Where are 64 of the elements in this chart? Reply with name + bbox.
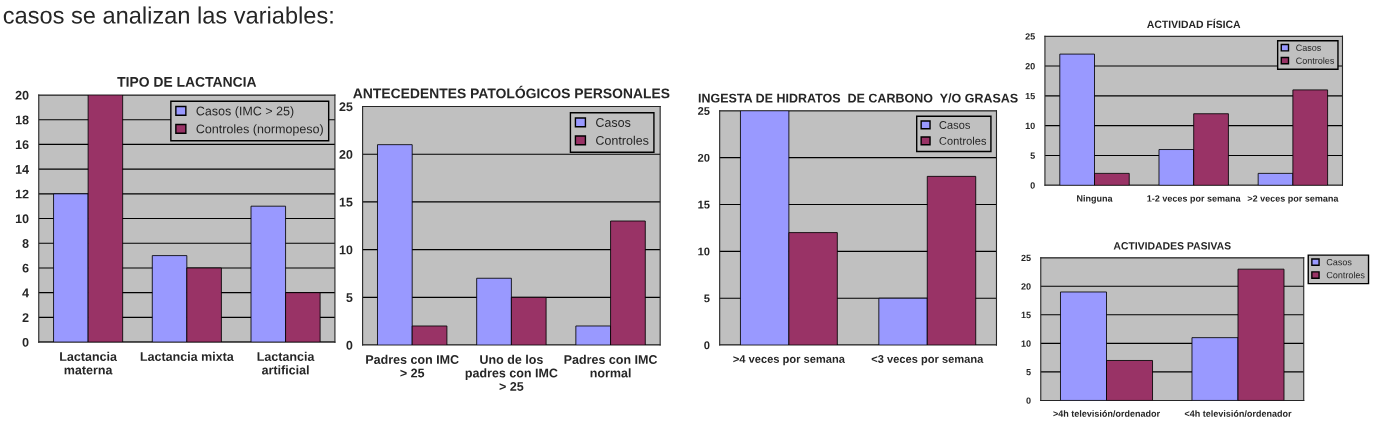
chart-title: INGESTA DE HIDRATOS DE CARBONO Y/O GRASAS [698, 93, 1018, 103]
y-tick-label: 8 [22, 239, 29, 248]
y-tick-label: 25 [1021, 254, 1031, 262]
y-tick-label: 10 [1021, 340, 1031, 347]
y-tick-label: 20 [697, 153, 710, 162]
x-tick-label: Uno de los padres con IMC > 25 [465, 354, 558, 391]
chart-title: TIPO DE LACTANCIA [117, 76, 257, 87]
y-tick-label: 15 [698, 200, 710, 209]
x-tick-label: Lactancia mixta [140, 351, 234, 361]
x-tick-label: >4 veces por semana [733, 355, 846, 366]
x-tick-label: <3 veces por semana [871, 355, 984, 366]
legend-label: Controles [939, 136, 987, 145]
legend-label: Casos [596, 118, 631, 127]
y-tick-label: 5 [1026, 368, 1031, 376]
y-tick-label: 0 [22, 337, 29, 347]
x-tick-label: Padres con IMC normal [564, 354, 658, 378]
y-tick-label: 10 [1025, 122, 1035, 130]
x-tick-label: Lactancia artificial [257, 351, 315, 375]
legend-label: Casos (IMC > 25) [196, 106, 294, 118]
x-tick-label: >2 veces por semana [1247, 195, 1339, 204]
y-tick-label: 18 [15, 115, 29, 125]
legend-label: Casos [1296, 44, 1321, 51]
y-tick-label: 10 [698, 247, 710, 256]
y-tick-label: 14 [15, 165, 29, 174]
y-tick-label: 15 [1021, 311, 1031, 319]
y-tick-label: 20 [15, 90, 29, 100]
legend-label: Controles [1326, 271, 1365, 279]
x-tick-label: <4h televisión/ordenador [1184, 410, 1292, 417]
y-tick-label: 4 [22, 288, 29, 298]
legend-label: Controles [1296, 57, 1335, 64]
legend-label: Controles [596, 135, 649, 145]
y-tick-label: 5 [346, 293, 353, 302]
y-tick-label: 5 [1030, 152, 1035, 159]
legend-label: Casos [939, 121, 971, 129]
x-tick-label: >4h televisión/ordenador [1053, 410, 1160, 417]
x-tick-label: Ninguna [1077, 195, 1113, 204]
y-tick-label: 0 [346, 340, 353, 350]
y-tick-label: 16 [15, 140, 29, 150]
y-tick-label: 15 [1025, 92, 1035, 100]
y-tick-label: 25 [339, 102, 353, 112]
x-tick-label: Lactancia materna [60, 351, 118, 375]
y-tick-label: 25 [1025, 33, 1035, 40]
y-tick-label: 2 [22, 313, 29, 322]
legend-label: Casos [1326, 258, 1352, 266]
y-tick-label: 0 [704, 341, 710, 350]
y-tick-label: 10 [339, 245, 353, 255]
x-tick-label: Padres con IMC > 25 [366, 354, 459, 378]
y-tick-label: 20 [339, 150, 353, 159]
text: casos se analizan las variables: [3, 6, 333, 24]
y-tick-label: 12 [15, 189, 29, 199]
y-tick-label: 20 [1021, 283, 1031, 290]
legend-label: Controles (normopeso) [196, 124, 323, 136]
x-tick-label: 1-2 veces por semana [1147, 195, 1241, 204]
chart-title: ANTECEDENTES PATOLÓGICOS PERSONALES [353, 85, 670, 99]
chart-title: ACTIVIDADES PASIVAS [1113, 242, 1231, 250]
y-tick-label: 0 [1026, 397, 1031, 404]
y-tick-label: 15 [339, 197, 353, 207]
y-tick-label: 20 [1025, 63, 1035, 70]
y-tick-label: 6 [22, 263, 29, 273]
y-tick-label: 10 [15, 214, 29, 224]
chart-title: ACTIVIDAD FÍSICA [1147, 18, 1241, 28]
y-tick-label: 0 [1030, 182, 1035, 189]
y-tick-label: 5 [704, 294, 710, 303]
y-tick-label: 25 [697, 107, 710, 115]
